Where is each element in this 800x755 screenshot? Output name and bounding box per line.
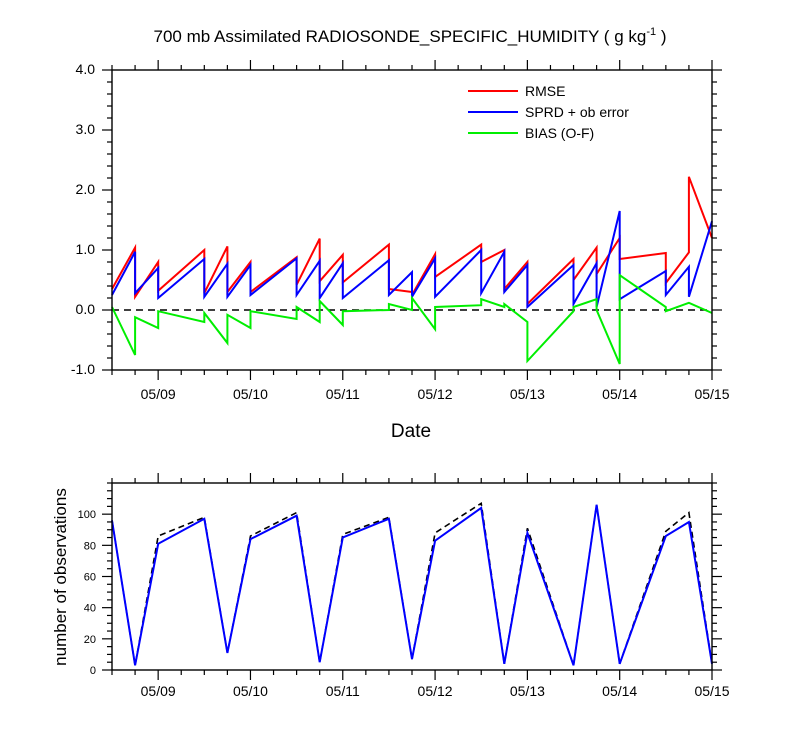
y-tick-label: 1.0	[76, 241, 96, 257]
y-tick-label: 40	[84, 603, 96, 615]
series-line-bias-o-f	[111, 273, 713, 365]
x-tick-label: 05/14	[602, 386, 637, 402]
x-tick-label: 05/15	[694, 386, 729, 402]
x-tick-label: 05/14	[602, 683, 637, 699]
top-x-axis-label: Date	[391, 421, 431, 442]
y-tick-label: 0.0	[76, 301, 96, 317]
x-tick-label: 05/09	[141, 386, 176, 402]
y-tick-label: 3.0	[76, 121, 96, 137]
y-tick-label: 100	[78, 509, 96, 521]
y-tick-label: 2.0	[76, 181, 96, 197]
x-tick-label: 05/10	[233, 683, 268, 699]
y-tick-label: 0	[90, 665, 96, 677]
x-tick-label: 05/13	[510, 683, 545, 699]
legend-label: BIAS (O-F)	[525, 125, 594, 141]
y-tick-label: 80	[84, 540, 96, 552]
x-tick-label: 05/11	[326, 683, 360, 699]
x-tick-label: 05/11	[326, 386, 360, 402]
x-tick-label: 05/12	[418, 386, 453, 402]
y-tick-label: 4.0	[76, 61, 96, 77]
legend-label: RMSE	[525, 83, 565, 99]
legend: RMSE SPRD + ob error BIAS (O-F)	[468, 83, 629, 141]
top-panel: 05/09 05/10 05/11 05/12 05/13 05/14 05/15 -1.0 0…	[71, 60, 730, 402]
legend-label: SPRD + ob error	[525, 104, 629, 120]
chart-title-superscript: -1	[646, 26, 656, 38]
bottom-panel: 05/09 05/10 05/11 05/12 05/13 05/14 05/15 0 20 40…	[78, 473, 730, 699]
series-line-possible-observations	[111, 501, 713, 666]
x-tick-label: 05/12	[418, 683, 453, 699]
x-tick-label: 05/10	[233, 386, 268, 402]
plot-frame	[111, 482, 713, 671]
x-tick-label: 05/13	[510, 386, 545, 402]
chart-title-end: )	[656, 27, 666, 46]
x-tick-label: 05/15	[694, 683, 729, 699]
y-tick-label: 20	[84, 634, 96, 646]
y-tick-label: 60	[84, 572, 96, 584]
y-tick-label: -1.0	[71, 361, 95, 377]
series-line-used-observations	[111, 504, 713, 666]
bottom-y-axis-label: number of observations	[51, 488, 70, 666]
x-tick-label: 05/09	[141, 683, 176, 699]
chart-title: 700 mb Assimilated RADIOSONDE_SPECIFIC_H…	[154, 26, 667, 46]
chart-title-main: 700 mb Assimilated RADIOSONDE_SPECIFIC_H…	[154, 27, 647, 46]
series-line-sprd-ob-error	[111, 210, 713, 310]
